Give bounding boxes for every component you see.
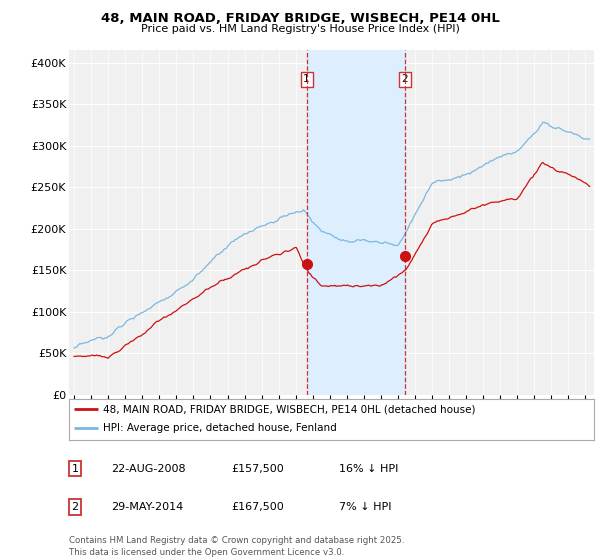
Text: 48, MAIN ROAD, FRIDAY BRIDGE, WISBECH, PE14 0HL: 48, MAIN ROAD, FRIDAY BRIDGE, WISBECH, P… [101, 12, 499, 25]
Text: Price paid vs. HM Land Registry's House Price Index (HPI): Price paid vs. HM Land Registry's House … [140, 24, 460, 34]
Text: 2: 2 [71, 502, 79, 512]
Text: 22-AUG-2008: 22-AUG-2008 [111, 464, 185, 474]
Text: £167,500: £167,500 [231, 502, 284, 512]
Text: Contains HM Land Registry data © Crown copyright and database right 2025.
This d: Contains HM Land Registry data © Crown c… [69, 536, 404, 557]
Text: 1: 1 [71, 464, 79, 474]
Text: 1: 1 [304, 74, 310, 85]
Text: HPI: Average price, detached house, Fenland: HPI: Average price, detached house, Fenl… [103, 423, 337, 433]
Text: 16% ↓ HPI: 16% ↓ HPI [339, 464, 398, 474]
Text: 2: 2 [401, 74, 408, 85]
Text: £157,500: £157,500 [231, 464, 284, 474]
Text: 29-MAY-2014: 29-MAY-2014 [111, 502, 183, 512]
Bar [307, 50, 405, 395]
Text: 48, MAIN ROAD, FRIDAY BRIDGE, WISBECH, PE14 0HL (detached house): 48, MAIN ROAD, FRIDAY BRIDGE, WISBECH, P… [103, 404, 476, 414]
Text: 7% ↓ HPI: 7% ↓ HPI [339, 502, 391, 512]
